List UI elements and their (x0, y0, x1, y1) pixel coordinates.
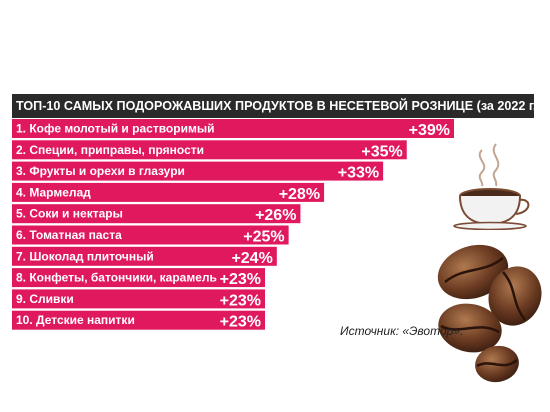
value-label: +25% (243, 229, 284, 246)
category-label: 10. Детские напитки (16, 313, 135, 327)
category-label: 1. Кофе молотый и растворимый (16, 122, 214, 136)
chart-title: ТОП-10 САМЫХ ПОДОРОЖАВШИХ ПРОДУКТОВ В НЕ… (12, 94, 534, 118)
value-label: +24% (231, 250, 272, 267)
category-label: 8. Конфеты, батончики, карамель (16, 271, 217, 285)
bar (12, 246, 277, 266)
coffee-beans-icon (437, 244, 542, 383)
value-label: +39% (409, 122, 450, 139)
bar (12, 140, 407, 160)
value-label: +23% (220, 314, 261, 331)
coffee-cup-icon (453, 143, 530, 230)
value-label: +33% (338, 165, 379, 182)
value-label: +23% (220, 292, 261, 309)
category-label: 6. Томатная паста (16, 228, 122, 242)
category-label: 2. Специи, приправы, пряности (16, 143, 204, 157)
bar (12, 204, 301, 224)
value-label: +28% (279, 186, 320, 203)
bar (12, 161, 384, 181)
category-label: 4. Мармелад (16, 185, 91, 199)
bar (12, 182, 325, 202)
value-label: +23% (220, 271, 261, 288)
bar (12, 289, 265, 309)
bar (12, 225, 289, 245)
category-label: 9. Сливки (16, 292, 74, 306)
bar (12, 268, 265, 288)
category-label: 5. Соки и нектары (16, 207, 123, 221)
value-label: +26% (255, 207, 296, 224)
bar (12, 310, 265, 330)
source-note: Источник: «Эвотор». (340, 324, 464, 338)
category-label: 7. Шоколад плиточный (16, 249, 154, 263)
value-label: +35% (361, 143, 402, 160)
category-label: 3. Фрукты и орехи в глазури (16, 164, 185, 178)
bar (12, 119, 454, 138)
